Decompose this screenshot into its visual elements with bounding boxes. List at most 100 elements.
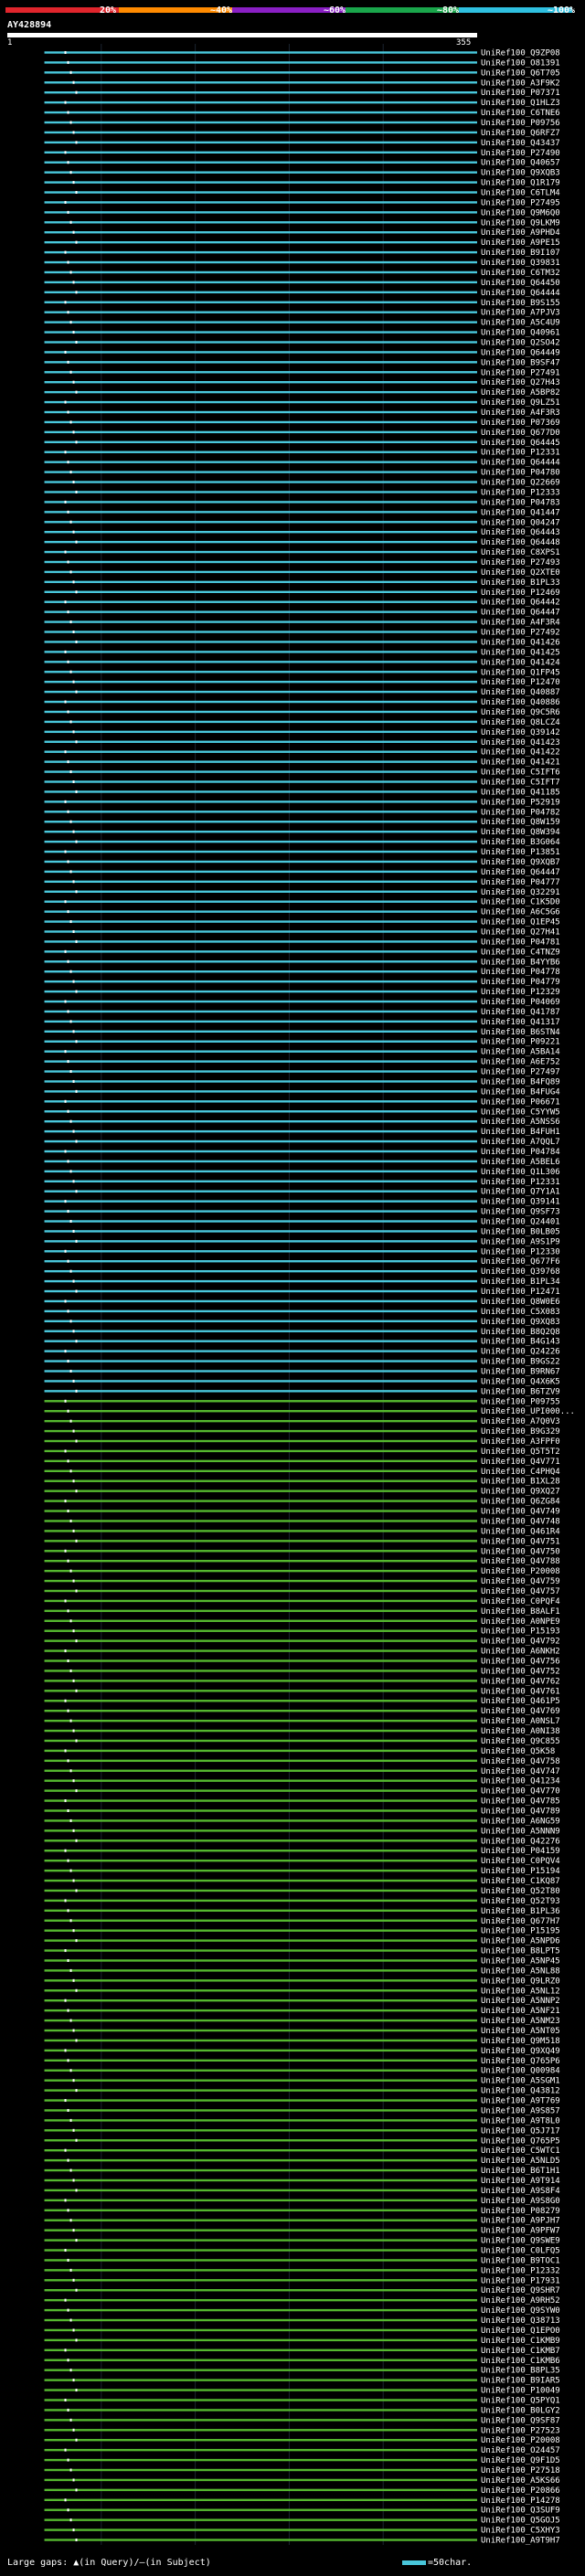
hit-label[interactable]: UniRef100_Q41447	[481, 508, 560, 517]
hit-label[interactable]: UniRef100_Q1FP45	[481, 668, 560, 677]
hit-label[interactable]: UniRef100_Q40887	[481, 688, 560, 697]
hit-label[interactable]: UniRef100_Q4V757	[481, 1587, 560, 1596]
hit-bar[interactable]	[44, 90, 478, 94]
hit-bar[interactable]	[44, 61, 478, 64]
hit-bar[interactable]	[44, 620, 478, 623]
hit-label[interactable]: UniRef100_P12332	[481, 2266, 560, 2275]
hit-label[interactable]: UniRef100_Q39142	[481, 728, 560, 737]
hit-label[interactable]: UniRef100_Q32291	[481, 888, 560, 897]
hit-bar[interactable]	[44, 750, 478, 753]
hit-bar[interactable]	[44, 890, 478, 893]
hit-bar[interactable]	[44, 1040, 478, 1043]
hit-label[interactable]: UniRef100_B9S155	[481, 299, 560, 308]
hit-label[interactable]: UniRef100_P12331	[481, 449, 560, 458]
hit-bar[interactable]	[44, 1659, 478, 1662]
hit-label[interactable]: UniRef100_P12471	[481, 1288, 560, 1297]
hit-label[interactable]: UniRef100_Q9LKM9	[481, 218, 560, 228]
hit-label[interactable]: UniRef100_A4F3R3	[481, 408, 560, 418]
hit-label[interactable]: UniRef100_C1KQ87	[481, 1877, 560, 1886]
hit-bar[interactable]	[44, 2448, 478, 2452]
hit-label[interactable]: UniRef100_O24457	[481, 2446, 560, 2455]
hit-label[interactable]: UniRef100_C0LFQ5	[481, 2247, 560, 2256]
hit-label[interactable]: UniRef100_Q8LCZ4	[481, 718, 560, 727]
hit-label[interactable]: UniRef100_A5NPD6	[481, 1937, 560, 1946]
hit-label[interactable]: UniRef100_Q4V785	[481, 1797, 560, 1807]
hit-bar[interactable]	[44, 1510, 478, 1512]
hit-bar[interactable]	[44, 2259, 478, 2262]
hit-label[interactable]: UniRef100_P04784	[481, 1148, 560, 1157]
hit-bar[interactable]	[44, 1639, 478, 1642]
hit-bar[interactable]	[44, 2439, 478, 2442]
hit-label[interactable]: UniRef100_Q64449	[481, 348, 560, 357]
hit-label[interactable]: UniRef100_A9S8F4	[481, 2187, 560, 2196]
hit-bar[interactable]	[44, 2219, 478, 2221]
hit-bar[interactable]	[44, 270, 478, 274]
hit-bar[interactable]	[44, 980, 478, 983]
hit-label[interactable]: UniRef100_Q64445	[481, 439, 560, 448]
hit-bar[interactable]	[44, 1979, 478, 1982]
hit-bar[interactable]	[44, 880, 478, 884]
hit-label[interactable]: UniRef100_B4YYB6	[481, 958, 560, 967]
hit-bar[interactable]	[44, 1050, 478, 1053]
hit-label[interactable]: UniRef100_A5NL88	[481, 1966, 560, 1976]
hit-bar[interactable]	[44, 1220, 478, 1223]
hit-label[interactable]: UniRef100_Q2XTE0	[481, 568, 560, 578]
hit-bar[interactable]	[44, 1989, 478, 1992]
hit-bar[interactable]	[44, 151, 478, 154]
hit-label[interactable]: UniRef100_O81391	[481, 58, 560, 68]
hit-bar[interactable]	[44, 870, 478, 874]
hit-label[interactable]: UniRef100_Q9SF73	[481, 1208, 560, 1217]
hit-bar[interactable]	[44, 1350, 478, 1352]
hit-label[interactable]: UniRef100_Q4V750	[481, 1547, 560, 1556]
hit-label[interactable]: UniRef100_Q4V751	[481, 1537, 560, 1546]
hit-label[interactable]: UniRef100_P07371	[481, 89, 560, 98]
hit-label[interactable]: UniRef100_Q4V789	[481, 1807, 560, 1816]
hit-label[interactable]: UniRef100_B9I107	[481, 249, 560, 258]
hit-bar[interactable]	[44, 2249, 478, 2252]
hit-bar[interactable]	[44, 131, 478, 134]
hit-bar[interactable]	[44, 321, 478, 323]
hit-label[interactable]: UniRef100_A5BA14	[481, 1048, 560, 1057]
hit-label[interactable]: UniRef100_A0NPE9	[481, 1617, 560, 1627]
hit-bar[interactable]	[44, 1959, 478, 1962]
hit-label[interactable]: UniRef100_A9S857	[481, 2106, 560, 2115]
hit-bar[interactable]	[44, 570, 478, 574]
hit-bar[interactable]	[44, 2279, 478, 2282]
hit-label[interactable]: UniRef100_Q27H43	[481, 378, 560, 387]
hit-label[interactable]: UniRef100_Q461R4	[481, 1527, 560, 1536]
hit-bar[interactable]	[44, 1599, 478, 1603]
hit-bar[interactable]	[44, 291, 478, 294]
hit-label[interactable]: UniRef100_A9PHD4	[481, 228, 560, 238]
hit-label[interactable]: UniRef100_Q64447	[481, 609, 560, 618]
hit-bar[interactable]	[44, 1299, 478, 1303]
hit-label[interactable]: UniRef100_Q24226	[481, 1348, 560, 1357]
hit-label[interactable]: UniRef100_Q5J717	[481, 2126, 560, 2136]
hit-bar[interactable]	[44, 1150, 478, 1153]
hit-label[interactable]: UniRef100_Q9XQ49	[481, 2047, 560, 2056]
hit-label[interactable]: UniRef100_Q64447	[481, 868, 560, 877]
hit-label[interactable]: UniRef100_A0NSL7	[481, 1717, 560, 1726]
hit-bar[interactable]	[44, 211, 478, 214]
hit-bar[interactable]	[44, 1230, 478, 1233]
hit-bar[interactable]	[44, 950, 478, 953]
hit-label[interactable]: UniRef100_Q41424	[481, 658, 560, 667]
hit-label[interactable]: UniRef100_C0PQV4	[481, 1857, 560, 1866]
hit-bar[interactable]	[44, 81, 478, 84]
hit-bar[interactable]	[44, 1579, 478, 1583]
hit-label[interactable]: UniRef100_Q4V761	[481, 1687, 560, 1696]
hit-bar[interactable]	[44, 2379, 478, 2381]
hit-label[interactable]: UniRef100_A5NNN9	[481, 1827, 560, 1836]
hit-bar[interactable]	[44, 221, 478, 224]
hit-label[interactable]: UniRef100_Q4V749	[481, 1508, 560, 1517]
hit-bar[interactable]	[44, 1200, 478, 1203]
hit-bar[interactable]	[44, 2508, 478, 2511]
hit-bar[interactable]	[44, 1609, 478, 1613]
hit-label[interactable]: UniRef100_B9SF47	[481, 358, 560, 367]
hit-label[interactable]: UniRef100_P27518	[481, 2466, 560, 2475]
hit-bar[interactable]	[44, 1969, 478, 1972]
hit-bar[interactable]	[44, 331, 478, 334]
hit-label[interactable]: UniRef100_Q40886	[481, 698, 560, 707]
hit-bar[interactable]	[44, 161, 478, 164]
hit-label[interactable]: UniRef100_C5YYW5	[481, 1108, 560, 1117]
hit-label[interactable]: UniRef100_P27493	[481, 558, 560, 567]
